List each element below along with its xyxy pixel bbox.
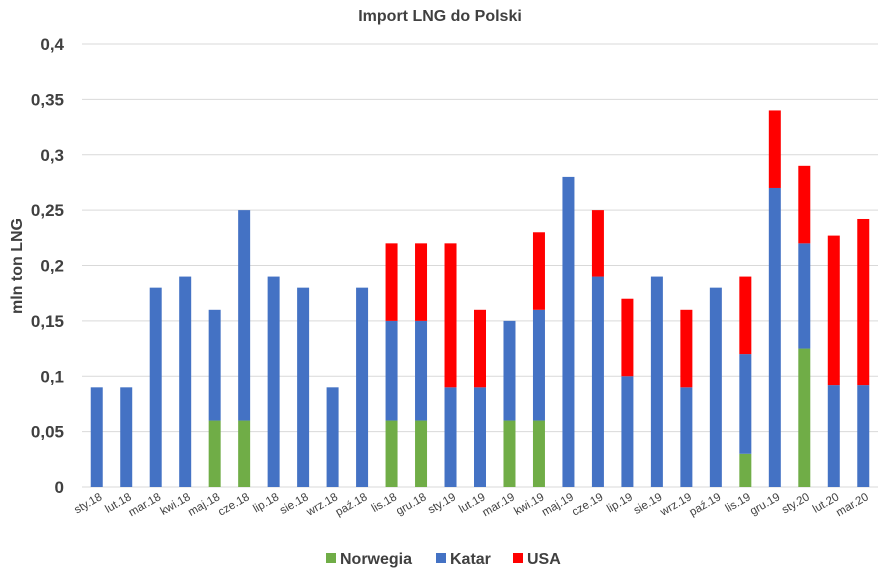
bar-katar-2 (149, 287, 162, 487)
bar-norwegia-14 (503, 420, 516, 487)
bar-katar-26 (857, 385, 870, 487)
bar-katar-13 (474, 387, 486, 487)
bar-usa-23 (768, 110, 781, 188)
bar-usa-22 (739, 276, 752, 355)
bar-usa-24 (798, 165, 811, 244)
y-tick-label: 0,25 (31, 201, 64, 220)
bar-katar-23 (768, 187, 781, 487)
y-axis-ticks: 0 0,05 0,1 0,15 0,2 0,25 0,3 0,35 0,4 (31, 35, 65, 497)
legend-label-katar: Katar (450, 551, 491, 568)
y-axis-label: mln ton LNG (9, 218, 26, 314)
x-tick-label: lis.19 (724, 491, 753, 515)
y-tick-label: 0,05 (31, 423, 64, 442)
bar-katar-9 (356, 287, 369, 487)
bar-katar-14 (503, 320, 516, 421)
bar-katar-22 (739, 354, 752, 454)
legend: Norwegia Katar USA (326, 551, 561, 568)
x-tick-label: kwi.18 (158, 491, 192, 518)
legend-swatch-norwegia (326, 553, 336, 563)
bar-usa-17 (591, 210, 604, 277)
bar-usa-12 (444, 243, 457, 388)
bar-norwegia-22 (739, 453, 752, 487)
x-tick-label: sty.19 (426, 491, 458, 516)
bar-katar-18 (621, 376, 634, 487)
y-tick-label: 0 (55, 478, 64, 497)
bar-usa-26 (857, 218, 870, 386)
bar-katar-3 (179, 276, 192, 487)
x-tick-label: sie.18 (278, 491, 311, 517)
x-tick-label: cze.18 (216, 491, 251, 518)
bar-katar-6 (267, 276, 280, 487)
bar-katar-4 (208, 309, 221, 421)
x-tick-label: maj.18 (186, 491, 222, 519)
y-tick-label: 0,15 (31, 312, 64, 331)
bar-katar-15 (532, 309, 545, 421)
bar-norwegia-11 (415, 420, 428, 487)
bar-katar-25 (827, 385, 840, 487)
bar-usa-10 (385, 243, 398, 321)
y-tick-label: 0,4 (40, 35, 64, 54)
bar-usa-15 (532, 232, 545, 310)
x-tick-label: paź.19 (687, 491, 723, 519)
legend-label-usa: USA (527, 551, 561, 568)
x-tick-label: lip.18 (251, 491, 281, 515)
x-tick-label: sty.20 (780, 491, 812, 516)
bar-usa-20 (680, 309, 693, 388)
bar-katar-5 (238, 210, 251, 421)
bar-norwegia-10 (385, 420, 398, 487)
x-tick-label: kwi.19 (512, 491, 546, 518)
bar-norwegia-4 (208, 420, 221, 487)
chart-title: Import LNG do Polski (358, 8, 522, 25)
bar-katar-16 (562, 176, 575, 487)
x-tick-label: wrz.18 (304, 491, 340, 519)
bar-norwegia-5 (238, 420, 251, 487)
x-tick-label: wrz.19 (658, 491, 694, 519)
bar-usa-11 (415, 243, 428, 321)
x-tick-label: sie.19 (632, 491, 665, 517)
bar-katar-8 (326, 387, 339, 487)
x-tick-label: sty.18 (72, 491, 104, 516)
bar-usa-13 (474, 309, 486, 388)
bar-katar-24 (798, 243, 811, 349)
bar-katar-11 (415, 320, 428, 421)
x-tick-label: mar.20 (834, 491, 870, 519)
x-tick-label: mar.18 (127, 491, 163, 519)
legend-swatch-usa (513, 553, 523, 563)
x-tick-label: lis.18 (370, 491, 399, 515)
y-tick-label: 0,35 (31, 90, 64, 109)
x-tick-label: paź.18 (334, 491, 370, 519)
x-tick-label: gru.18 (394, 491, 428, 518)
y-tick-label: 0,2 (40, 257, 64, 276)
bar-norwegia-15 (532, 420, 545, 487)
bar-katar-1 (120, 387, 133, 487)
bars (90, 110, 870, 487)
x-tick-label: maj.19 (540, 491, 576, 519)
x-tick-label: gru.19 (748, 491, 782, 518)
bar-norwegia-24 (798, 348, 811, 487)
bar-katar-19 (650, 276, 663, 487)
bar-katar-7 (297, 287, 310, 487)
legend-swatch-katar (436, 553, 446, 563)
y-tick-label: 0,1 (40, 367, 64, 386)
bar-usa-18 (621, 298, 634, 377)
bar-katar-21 (709, 287, 722, 487)
bar-usa-25 (827, 235, 840, 386)
x-tick-label: cze.19 (570, 491, 605, 518)
bar-katar-20 (680, 387, 693, 487)
y-tick-label: 0,3 (40, 146, 64, 165)
legend-label-norwegia: Norwegia (340, 551, 412, 568)
bar-katar-17 (591, 276, 604, 487)
bar-katar-0 (90, 387, 103, 487)
bar-katar-10 (385, 320, 398, 421)
x-tick-label: lip.19 (605, 491, 635, 515)
x-tick-label: mar.19 (481, 491, 517, 519)
bar-katar-12 (444, 387, 457, 487)
